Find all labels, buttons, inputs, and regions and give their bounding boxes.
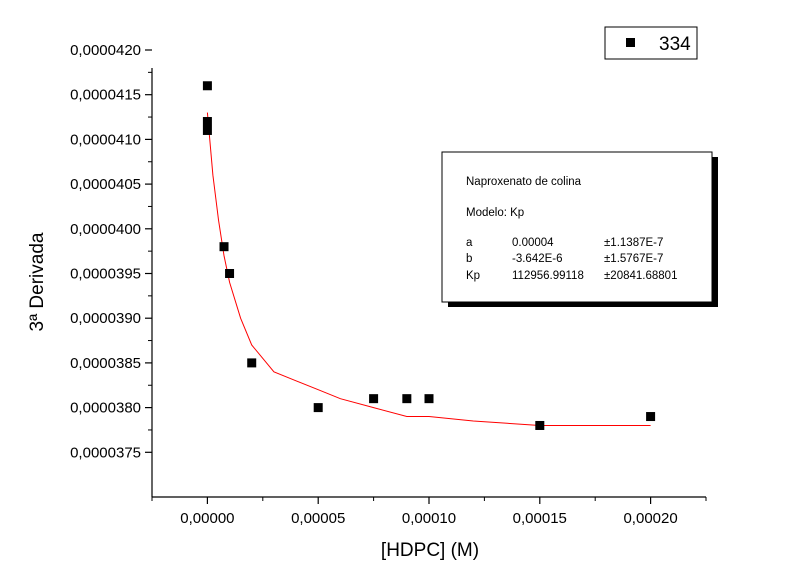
- fit-param-error: ±1.1387E-7: [604, 237, 663, 249]
- fit-param-value: -3.642E-6: [512, 253, 563, 265]
- y-tick-label: 0,0000385: [70, 355, 141, 372]
- fit-param-name: a: [466, 237, 473, 249]
- fit-param-name: Kp: [466, 270, 480, 282]
- x-tick-label: 0,00005: [291, 510, 345, 527]
- y-tick-label: 0,0000380: [70, 400, 141, 417]
- fit-box-title: Naproxenato de colina: [466, 176, 582, 188]
- x-tick-label: 0,00010: [402, 510, 456, 527]
- legend-label: 334: [659, 34, 691, 55]
- data-point: [219, 242, 229, 252]
- y-tick-label: 0,0000390: [70, 310, 141, 327]
- fit-box-frame: [441, 151, 713, 303]
- data-point: [247, 358, 257, 368]
- data-point: [646, 412, 656, 422]
- fit-param-error: ±1.5767E-7: [604, 253, 663, 265]
- fit-param-value: 112956.99118: [512, 270, 584, 282]
- x-tick-label: 0,00000: [180, 510, 234, 527]
- x-tick-label: 0,00015: [513, 510, 567, 527]
- data-point: [202, 81, 212, 91]
- fit-box-model: Modelo: Kp: [466, 207, 524, 219]
- y-axis-ticks: 0,0000375 0,0000380 0,0000385 0,0000390 0,00…: [70, 42, 152, 461]
- y-tick-label: 0,0000415: [70, 87, 141, 104]
- legend-marker: [626, 38, 635, 47]
- y-tick-label: 0,0000405: [70, 176, 141, 193]
- fit-param-name: b: [466, 253, 472, 265]
- data-point: [225, 269, 235, 278]
- y-tick-label: 0,0000410: [70, 131, 141, 148]
- legend-box: [604, 26, 698, 60]
- y-tick-label: 0,0000375: [70, 444, 141, 461]
- y-tick-label: 0,0000420: [70, 42, 141, 59]
- data-point: [202, 117, 212, 127]
- fit-results-box: Naproxenato de colina Modelo: Kp a 0.000…: [441, 151, 718, 307]
- data-points: [202, 81, 656, 430]
- x-tick-label: 0,00020: [623, 510, 677, 527]
- x-axis-ticks: 0,00000 0,00005 0,00010 0,00015 0,00020: [151, 497, 707, 527]
- data-point: [369, 394, 379, 404]
- legend: 334: [604, 26, 698, 60]
- data-point: [535, 420, 545, 430]
- y-tick-label: 0,0000395: [70, 266, 141, 283]
- x-axis-title: [HDPC] (M): [381, 540, 479, 561]
- y-axis-title: 3ª Derivada: [27, 232, 48, 331]
- data-point: [313, 403, 323, 413]
- data-point: [424, 394, 434, 404]
- data-point: [402, 394, 412, 404]
- fit-param-value: 0.00004: [512, 237, 554, 249]
- fit-param-error: ±20841.68801: [604, 270, 677, 282]
- data-point: [202, 125, 212, 135]
- y-tick-label: 0,0000400: [70, 221, 141, 238]
